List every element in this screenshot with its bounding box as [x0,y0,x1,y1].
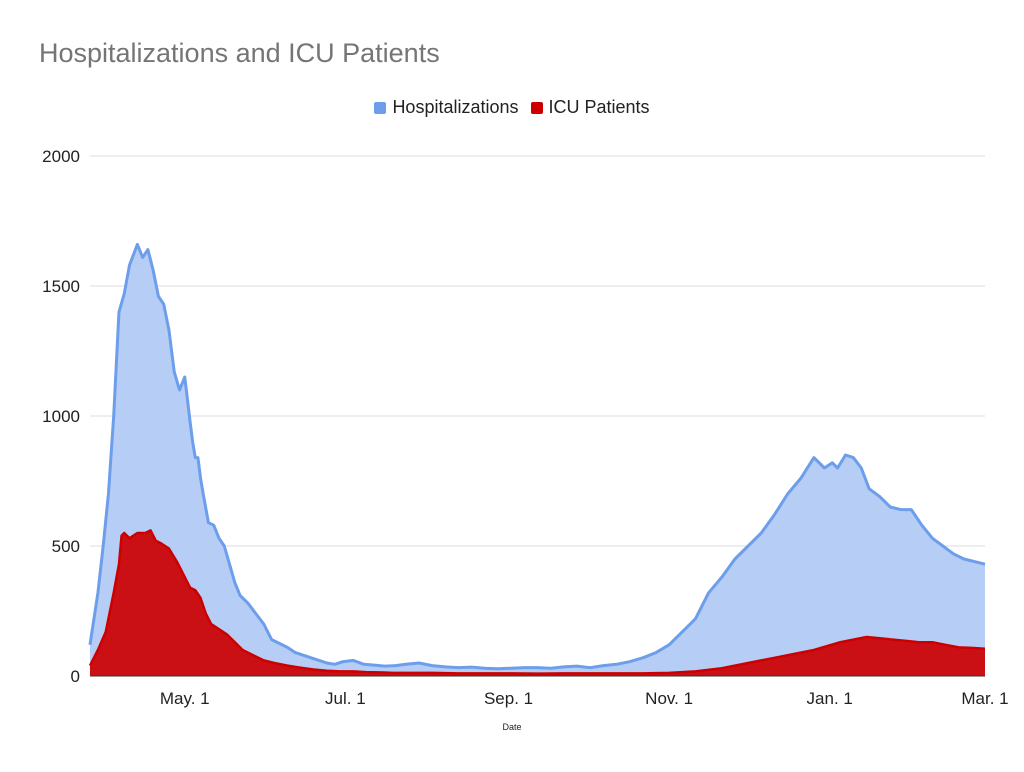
y-tick-label-1500: 1500 [42,277,80,296]
y-tick-label-0: 0 [71,667,80,686]
x-tick-label-3: Nov. 1 [645,689,693,708]
series-line-icu-patients [88,529,986,675]
legend-swatch-hospitalizations [374,101,387,114]
y-tick-label-2000: 2000 [42,147,80,166]
chart-title: Hospitalizations and ICU Patients [39,38,440,68]
y-tick-label-500: 500 [52,537,80,556]
y-tick-label-1000: 1000 [42,407,80,426]
x-tick-label-2: Sep. 1 [484,689,533,708]
series-area-icu-patients [90,530,985,676]
series-area-hospitalizations [90,244,985,676]
legend-label-hospitalizations: Hospitalizations [392,97,519,117]
legend-item-hospitalizations: Hospitalizations [374,97,519,118]
legend-label-icu: ICU Patients [548,97,650,117]
legend-item-icu: ICU Patients [530,97,650,118]
series-line-hospitalizations [88,242,986,671]
legend: Hospitalizations ICU Patients [0,97,1024,118]
x-tick-label-1: Jul. 1 [325,689,366,708]
x-tick-label-5: Mar. 1 [961,689,1008,708]
x-tick-label-4: Jan. 1 [807,689,853,708]
x-axis-label: Date [502,722,522,732]
legend-swatch-icu [530,101,543,114]
x-tick-label-0: May. 1 [160,689,210,708]
